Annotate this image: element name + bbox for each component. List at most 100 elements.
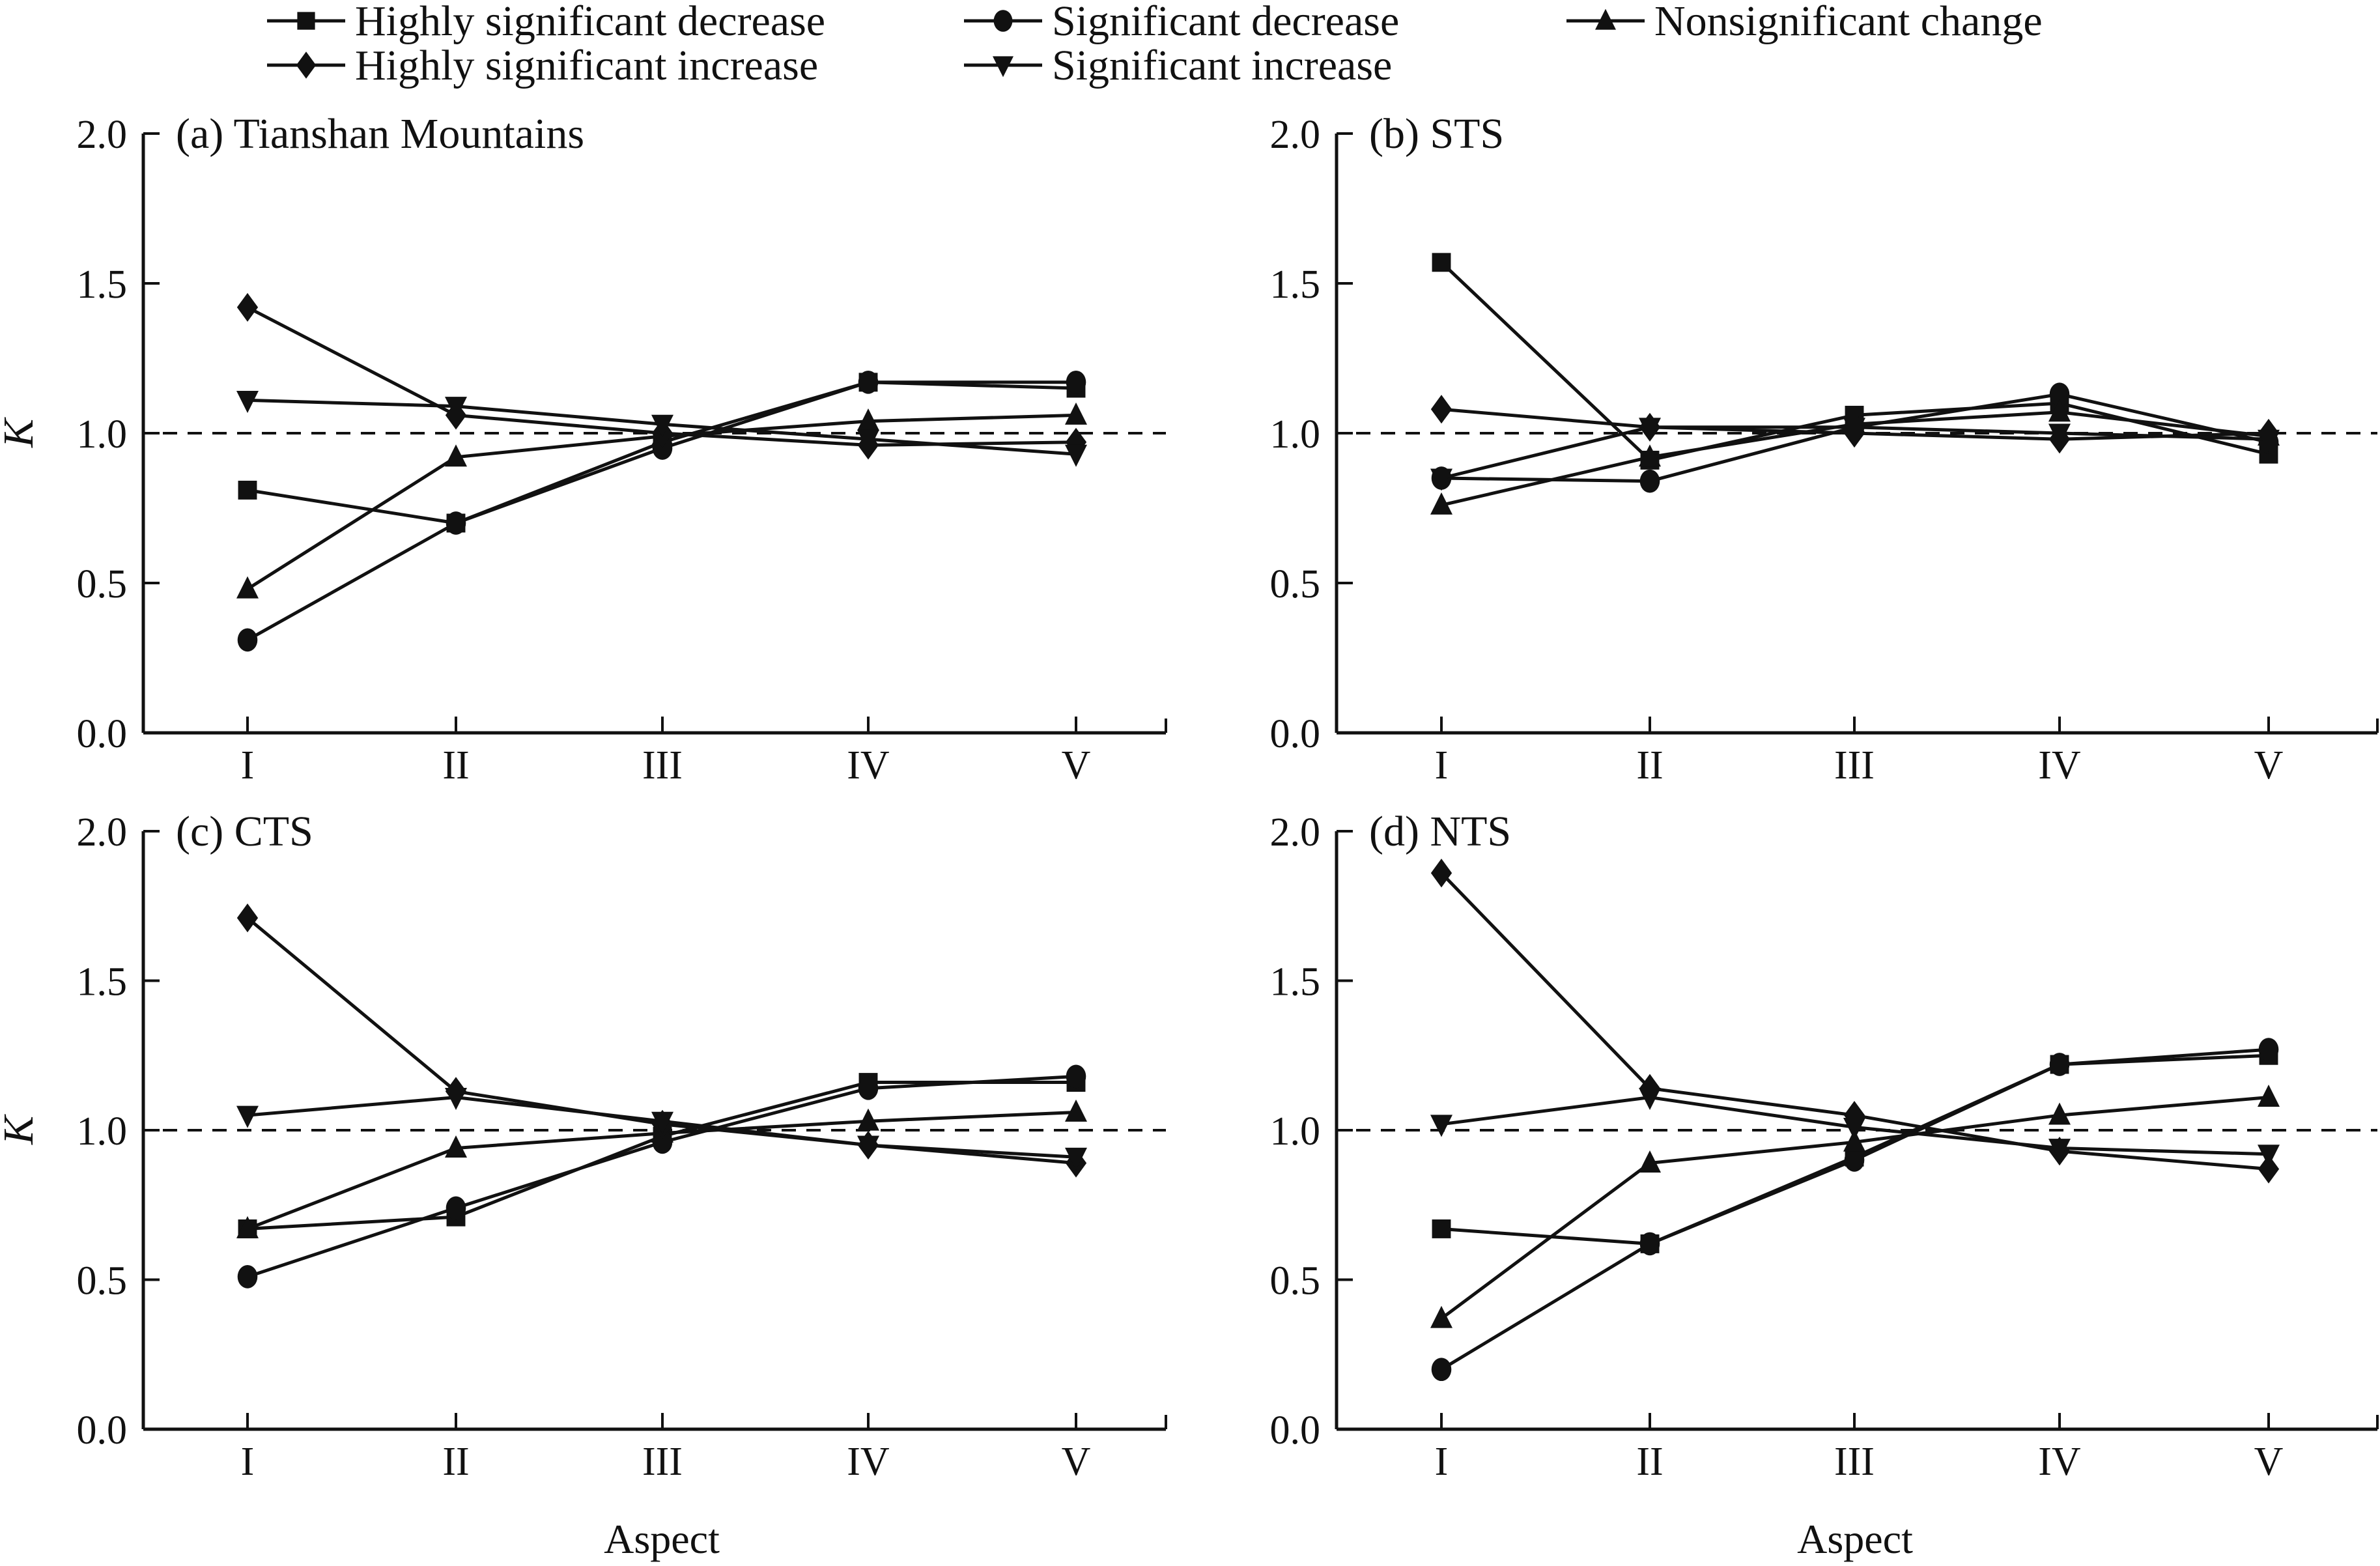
data-point — [1639, 469, 1660, 493]
data-point — [1430, 492, 1452, 515]
x-tick-label: II — [1636, 743, 1663, 788]
series-line — [247, 1074, 1077, 1279]
x-tick-label: IV — [2038, 743, 2081, 788]
data-point — [236, 1105, 259, 1128]
series-triangle-down — [1430, 1088, 2280, 1167]
y-tick-label: 0.5 — [77, 1259, 128, 1303]
x-tick-label: IV — [847, 1440, 890, 1484]
data-point — [1065, 1099, 1087, 1122]
data-point — [2049, 382, 2070, 406]
x-tick-label: IV — [2038, 1440, 2081, 1484]
x-tick-label: III — [1834, 1440, 1875, 1484]
series-triangle-down — [1430, 418, 2280, 491]
data-point — [2258, 1084, 2280, 1107]
data-point — [1430, 1115, 1452, 1137]
x-tick-label: II — [1636, 1440, 1663, 1484]
data-point — [2258, 429, 2280, 452]
y-tick-label: 1.5 — [1270, 960, 1321, 1004]
data-point — [237, 628, 258, 652]
data-point — [1430, 1305, 1452, 1328]
legend-label: Highly significant increase — [355, 42, 818, 89]
panel-title: (d) NTS — [1369, 808, 1511, 855]
y-axis-label: K — [0, 1114, 42, 1145]
legend-item: Nonsignificant change — [1566, 0, 2043, 45]
legend-marker-triangle-down-icon — [993, 56, 1013, 78]
x-tick-label: II — [442, 743, 469, 788]
x-tick-label: IV — [847, 743, 890, 788]
data-point — [237, 1265, 258, 1288]
data-point — [1639, 1150, 1661, 1173]
data-point — [858, 1076, 879, 1100]
series-triangle-down — [236, 390, 1087, 467]
data-point — [236, 292, 259, 322]
x-tick-label: I — [241, 1440, 255, 1484]
series-triangle-down — [236, 1088, 1087, 1170]
data-point — [1065, 444, 1087, 467]
legend-item: Significant decrease — [964, 0, 1399, 45]
data-point — [1843, 418, 1865, 440]
panel-b: 0.00.51.01.52.0I II III IV V(b) STS — [1270, 110, 2379, 788]
data-point — [238, 480, 257, 500]
y-tick-label: 1.0 — [1270, 1109, 1321, 1154]
y-tick-label: 2.0 — [1270, 113, 1321, 157]
y-tick-label: 0.0 — [1270, 1408, 1321, 1453]
data-point — [1066, 1064, 1086, 1089]
data-point — [858, 370, 879, 394]
y-tick-label: 1.5 — [77, 960, 128, 1004]
data-point — [445, 1135, 467, 1158]
data-point — [445, 1088, 467, 1111]
y-tick-label: 0.5 — [1270, 562, 1321, 606]
data-point — [1431, 1358, 1452, 1382]
y-tick-label: 1.5 — [1270, 263, 1321, 307]
data-point — [2048, 1102, 2071, 1125]
x-tick-label: III — [642, 1440, 683, 1484]
series-diamond — [236, 904, 1087, 1178]
legend-marker-triangle-up-icon — [1595, 8, 1616, 30]
legend-label: Significant decrease — [1052, 0, 1399, 45]
data-point — [446, 1196, 466, 1220]
data-point — [236, 904, 259, 933]
legend-label: Highly significant decrease — [355, 0, 825, 45]
data-point — [2048, 399, 2071, 422]
data-point — [1430, 468, 1452, 491]
data-point — [1432, 253, 1451, 272]
y-tick-label: 1.0 — [77, 1109, 128, 1154]
data-point — [1639, 1232, 1660, 1256]
y-tick-label: 0.5 — [1270, 1259, 1321, 1303]
x-tick-label: I — [241, 743, 255, 788]
x-tick-label: III — [1834, 743, 1875, 788]
data-point — [1844, 1148, 1865, 1172]
data-point — [2049, 1053, 2070, 1076]
data-point — [236, 1216, 259, 1238]
data-point — [651, 414, 673, 437]
data-point — [2048, 1139, 2071, 1161]
data-point — [1430, 859, 1452, 888]
x-tick-label: I — [1435, 743, 1449, 788]
data-point — [2258, 1038, 2279, 1061]
x-tick-label: V — [1062, 743, 1091, 788]
x-axis-label: Aspect — [1797, 1516, 1913, 1562]
data-point — [1065, 1147, 1087, 1170]
x-tick-label: I — [1435, 1440, 1449, 1484]
data-point — [857, 1108, 879, 1131]
data-point — [2258, 1154, 2280, 1184]
y-tick-label: 0.0 — [1270, 712, 1321, 756]
data-point — [1430, 395, 1452, 424]
series-circle — [237, 370, 1086, 652]
data-point — [1066, 370, 1086, 394]
x-tick-label: II — [442, 1440, 469, 1484]
panel-title: (b) STS — [1369, 110, 1504, 158]
series-circle — [237, 1064, 1086, 1288]
x-axis-label: Aspect — [604, 1516, 720, 1562]
y-tick-label: 1.0 — [77, 412, 128, 457]
y-tick-label: 1.0 — [1270, 412, 1321, 457]
y-tick-label: 0.0 — [77, 712, 128, 756]
data-point — [1639, 1088, 1661, 1111]
legend-label: Nonsignificant change — [1654, 0, 2043, 45]
panel-a: 0.00.51.01.52.0I II III IV V(a) Tianshan Mou… — [0, 110, 1167, 788]
y-tick-label: 2.0 — [77, 113, 128, 157]
data-point — [1639, 444, 1661, 467]
data-point — [1065, 402, 1087, 425]
